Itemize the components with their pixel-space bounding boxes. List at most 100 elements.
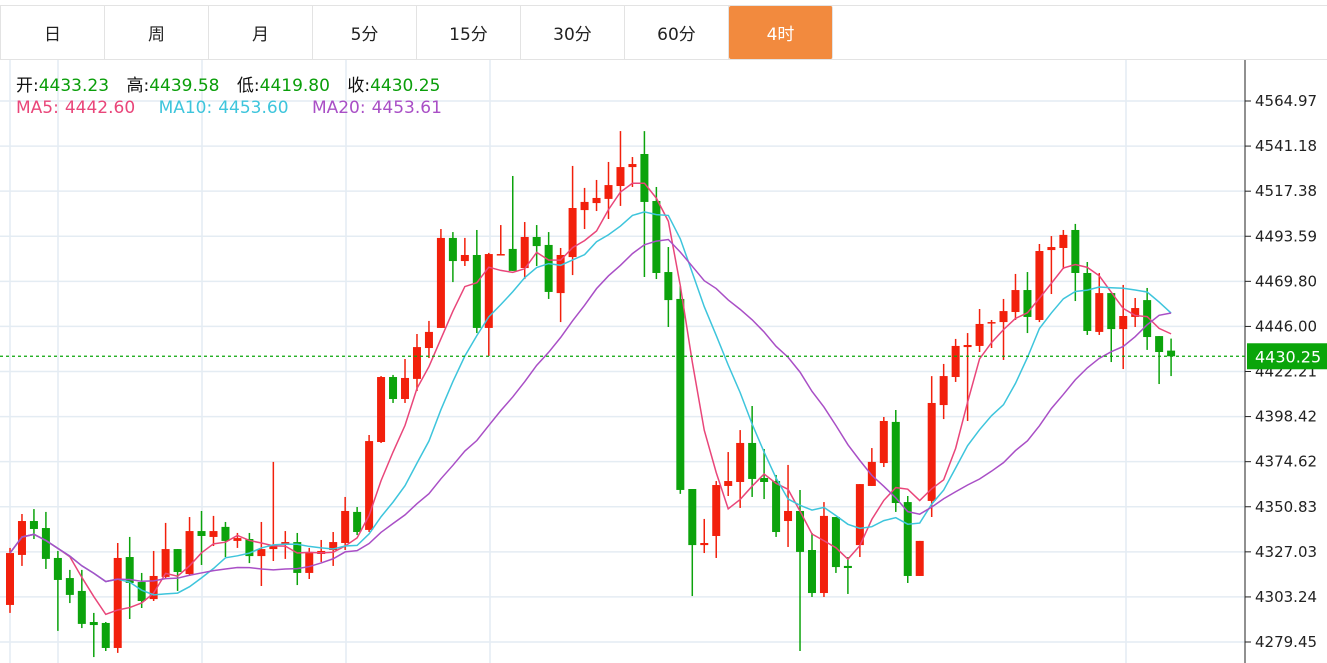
candle-down [688, 488, 697, 546]
candle-down [772, 481, 781, 533]
candle-down [831, 517, 840, 568]
candle-up [436, 237, 445, 328]
candle-down [532, 236, 541, 247]
open-value: 4433.23 [38, 76, 110, 96]
candle-up [568, 207, 577, 258]
ma-legend: MA5: 4442.60 MA10: 4453.60 MA20: 4453.61 [16, 98, 448, 118]
y-tick-label: 4517.38 [1255, 182, 1317, 200]
candle-down [41, 528, 50, 559]
candle-down [1083, 272, 1092, 331]
y-tick-label: 4446.00 [1255, 317, 1317, 335]
candle-up [700, 543, 709, 546]
candle-up [951, 345, 960, 378]
candle-down [245, 539, 254, 557]
candle-down [472, 254, 481, 328]
candle-down [903, 502, 912, 576]
candle-up [975, 323, 984, 346]
candle-up [855, 484, 864, 546]
tab-30min[interactable]: 30分 [521, 6, 625, 59]
tab-month[interactable]: 月 [209, 6, 313, 59]
candle-up [149, 575, 158, 600]
high-label: 高: [126, 76, 150, 96]
ma5-value: 4442.60 [64, 98, 136, 118]
tab-day[interactable]: 日 [0, 6, 105, 59]
candle-down [137, 582, 146, 601]
candle-up [1011, 290, 1020, 313]
ma10-label: MA10: [158, 98, 213, 118]
candle-down [293, 542, 302, 573]
candle-up [233, 538, 242, 541]
candle-up [784, 510, 793, 522]
tab-week[interactable]: 周 [105, 6, 209, 59]
candle-up [556, 254, 565, 294]
high-value: 4439.58 [149, 76, 220, 96]
ma10-value: 4453.60 [218, 98, 289, 118]
open-label: 开: [16, 76, 39, 96]
candle-down [664, 272, 673, 301]
candle-up [939, 376, 948, 406]
close-value: 4430.25 [370, 76, 441, 96]
candle-up [424, 331, 433, 349]
y-tick-label: 4279.45 [1255, 633, 1317, 651]
candle-up [1119, 316, 1128, 330]
ma10-line [9, 211, 1172, 596]
tab-15min[interactable]: 15分 [417, 6, 521, 59]
candle-down [125, 557, 134, 583]
y-tick-label: 4303.24 [1255, 588, 1317, 606]
tab-4hour[interactable]: 4时 [729, 6, 833, 59]
candle-up [185, 531, 194, 575]
y-tick-label: 4493.59 [1255, 227, 1317, 245]
candle-up [1047, 247, 1056, 251]
y-tick-label: 4564.97 [1255, 92, 1317, 110]
candle-down [1071, 229, 1080, 273]
candle-up [412, 347, 421, 379]
ma20-line [9, 238, 1172, 583]
candle-down [508, 248, 517, 271]
y-tick-label: 4541.18 [1255, 137, 1317, 155]
last-price-label: 4430.25 [1255, 347, 1321, 366]
candle-up [999, 311, 1008, 323]
candle-up [484, 254, 493, 328]
candle-down [353, 511, 362, 533]
candle-up [879, 420, 888, 464]
candle-up [269, 545, 278, 550]
candle-up [365, 441, 374, 530]
ma20-value: 4453.61 [371, 98, 442, 118]
ma5-label: MA5: [16, 98, 59, 118]
candle-up [927, 402, 936, 501]
candle-down [1167, 350, 1176, 357]
candle-down [760, 478, 769, 482]
y-tick-label: 4374.62 [1255, 453, 1317, 471]
candle-down [1107, 293, 1116, 330]
candle-up [6, 553, 14, 605]
candle-up [341, 510, 350, 543]
candle-up [712, 485, 721, 536]
candle-up [401, 377, 410, 399]
candle-up [724, 481, 733, 486]
candle-up [460, 254, 469, 262]
candle-up [161, 549, 170, 577]
candle-up [580, 201, 589, 211]
candle-down [389, 377, 398, 399]
candle-up [1059, 234, 1068, 248]
low-value: 4419.80 [259, 76, 330, 96]
candle-down [29, 521, 38, 529]
y-tick-label: 4350.83 [1255, 498, 1317, 516]
candle-up [736, 442, 745, 482]
candle-down [221, 526, 230, 541]
tab-5min[interactable]: 5分 [313, 6, 417, 59]
candle-up [520, 236, 529, 269]
ma20-label: MA20: [311, 98, 366, 118]
last-price-badge [1247, 343, 1327, 370]
candle-down [448, 237, 457, 262]
candle-down [1143, 300, 1152, 338]
tab-60min[interactable]: 60分 [625, 6, 729, 59]
candle-up [867, 461, 876, 486]
period-tabs: 日 周 月 5分 15分 30分 60分 4时 [0, 5, 1327, 60]
candle-down [807, 550, 816, 594]
candle-down [197, 531, 206, 536]
candle-down [77, 590, 86, 624]
candle-down [796, 510, 805, 552]
candle-down [53, 557, 62, 580]
